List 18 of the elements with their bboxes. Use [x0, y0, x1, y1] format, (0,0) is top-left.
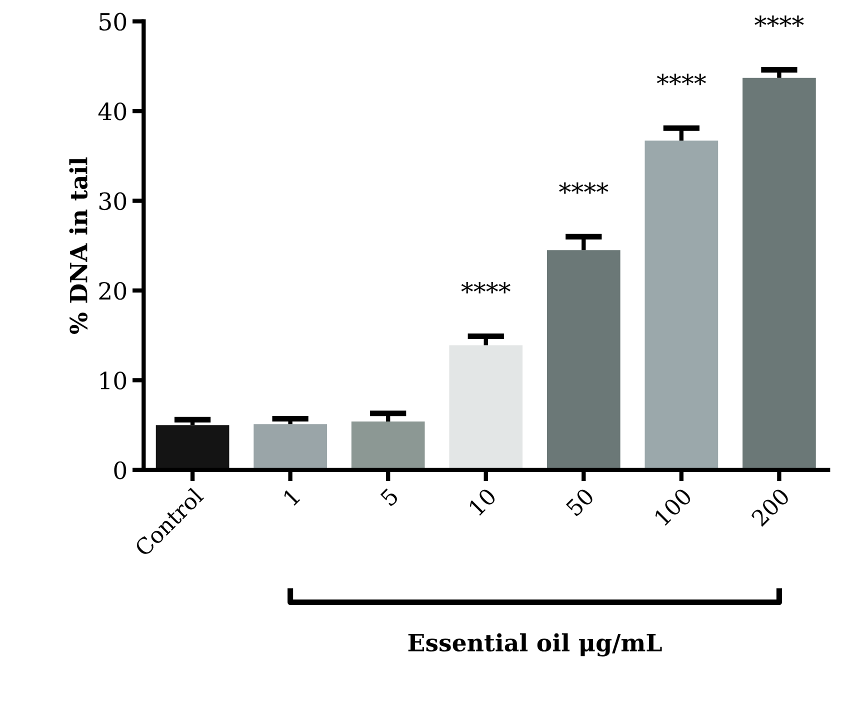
annotation: ****	[559, 182, 608, 194]
annotation: ****	[461, 282, 510, 294]
x-tick-label: 200	[750, 487, 790, 527]
y-tick-label: 10	[100, 372, 126, 390]
y-tick-label: 40	[98, 102, 126, 120]
y-tick-label: 0	[114, 461, 126, 480]
x-tick-label: 5	[380, 488, 400, 507]
annotation: ****	[754, 15, 804, 27]
y-tick-label: 30	[99, 192, 126, 210]
x-tick-label: 100	[654, 487, 693, 526]
annotation: ****	[656, 74, 706, 86]
x-axis-title: Essential oil μg/mL	[408, 633, 662, 656]
y-tick-label: 50	[100, 12, 126, 31]
x-tick-label: 1	[282, 488, 300, 506]
x-tick-label: 50	[565, 487, 595, 517]
x-tick-label: 10	[468, 487, 497, 516]
y-tick-label: 20	[99, 282, 126, 300]
y-axis-title: % DNA in tail	[69, 157, 88, 334]
